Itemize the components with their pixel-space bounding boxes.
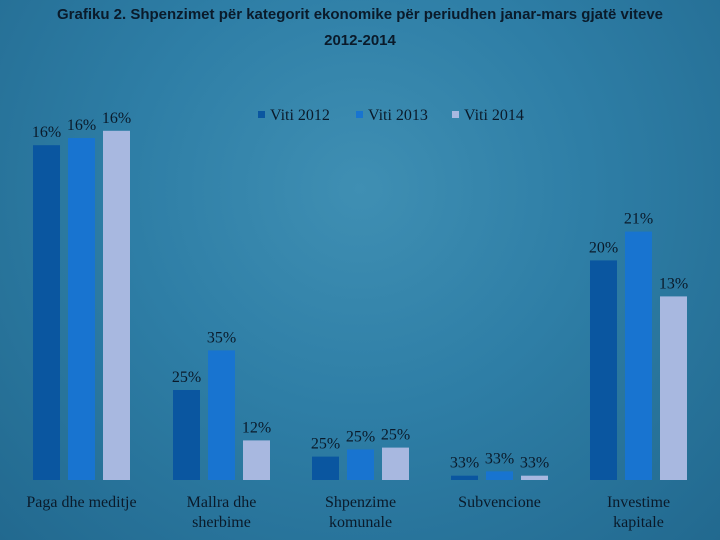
- data-label-5-2: 21%: [624, 211, 653, 228]
- category-label-5-line-1: Investime: [607, 494, 670, 511]
- bar-4-1: [451, 475, 478, 480]
- bar-1-2: [68, 138, 95, 480]
- data-label-2-3: 12%: [242, 419, 271, 436]
- chart-title-line-2: 2012-2014: [324, 32, 396, 49]
- bar-4-3: [521, 475, 548, 480]
- bar-4-2: [486, 471, 513, 480]
- bar-2-2: [208, 350, 235, 480]
- data-label-1-3: 16%: [102, 110, 131, 127]
- bar-5-1: [590, 260, 617, 480]
- category-label-1: Paga dhe meditje: [26, 494, 136, 511]
- data-label-4-3: 33%: [520, 455, 549, 472]
- bar-2-3: [243, 440, 270, 480]
- data-label-2-1: 25%: [172, 369, 201, 386]
- bar-3-1: [312, 456, 339, 480]
- category-label-2-line-2: sherbime: [192, 514, 251, 531]
- bar-1-3: [103, 130, 130, 481]
- data-label-5-1: 20%: [589, 239, 618, 256]
- data-label-1-1: 16%: [32, 124, 61, 141]
- data-label-3-2: 25%: [346, 428, 375, 445]
- data-label-1-2: 16%: [67, 117, 96, 134]
- data-label-4-2: 33%: [485, 450, 514, 467]
- bar-3-2: [347, 449, 374, 480]
- bar-3-3: [382, 447, 409, 480]
- data-label-3-1: 25%: [311, 436, 340, 453]
- legend-swatch-1: [258, 111, 265, 118]
- bar-1-1: [33, 145, 60, 480]
- chart-title-line-1: Grafiku 2. Shpenzimet për kategorit ekon…: [56, 6, 664, 23]
- chart-title: Grafiku 2. Shpenzimet për kategorit ekon…: [0, 2, 720, 54]
- category-label-4: Subvencione: [458, 494, 541, 511]
- category-label-3-line-2: komunale: [329, 514, 392, 531]
- legend-label-1: Viti 2012: [270, 107, 330, 124]
- bar-5-2: [625, 231, 652, 480]
- category-label-2-line-1: Mallra dhe: [187, 494, 257, 511]
- legend-swatch-3: [452, 111, 459, 118]
- data-label-5-3: 13%: [659, 275, 688, 292]
- legend-label-2: Viti 2013: [368, 107, 428, 124]
- legend-label-3: Viti 2014: [464, 107, 524, 124]
- bar-5-3: [660, 296, 687, 480]
- bar-2-1: [173, 390, 200, 480]
- data-label-2-2: 35%: [207, 329, 236, 346]
- legend-swatch-2: [356, 111, 363, 118]
- category-label-3-line-1: Shpenzime: [325, 494, 396, 511]
- data-label-4-1: 33%: [450, 455, 479, 472]
- data-label-3-3: 25%: [381, 427, 410, 444]
- category-label-5-line-2: kapitale: [613, 514, 664, 531]
